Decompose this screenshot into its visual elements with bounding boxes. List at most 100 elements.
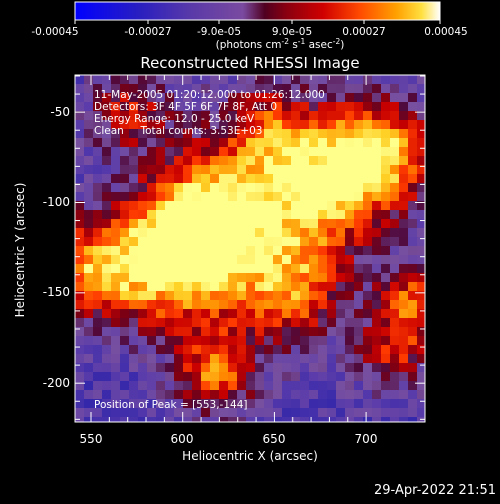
image-pixel [183,93,193,103]
image-pixel [93,111,103,121]
image-pixel [264,345,274,355]
image-pixel [120,372,130,382]
image-pixel [309,210,319,220]
image-pixel [237,201,247,211]
image-pixel [399,408,409,418]
image-pixel [255,183,265,193]
image-pixel [408,183,418,193]
image-pixel [282,156,292,166]
image-pixel [138,219,148,229]
image-pixel [183,201,193,211]
image-pixel [93,246,103,256]
image-pixel [111,408,121,418]
image-pixel [246,210,256,220]
image-pixel [138,327,148,337]
image-pixel [264,408,274,418]
image-pixel [372,129,382,139]
image-pixel [84,246,94,256]
image-pixel [399,228,409,238]
image-pixel [318,327,328,337]
image-pixel [363,228,373,238]
image-pixel [264,138,274,148]
image-pixel [363,264,373,274]
image-pixel [336,309,346,319]
image-pixel [93,336,103,346]
image-pixel [219,372,229,382]
image-pixel [291,192,301,202]
image-pixel [228,102,238,112]
image-pixel [381,84,391,94]
image-pixel [201,192,211,202]
image-pixel [111,345,121,355]
image-pixel [372,417,382,422]
image-pixel [192,129,202,139]
image-pixel [192,300,202,310]
image-pixel [399,282,409,292]
image-pixel [264,219,274,229]
image-pixel [327,138,337,148]
image-pixel [102,264,112,274]
image-pixel [381,174,391,184]
axis-ticks [75,75,425,422]
image-pixel [138,201,148,211]
image-pixel [363,120,373,130]
image-pixel [354,264,364,274]
image-pixel [120,75,130,85]
image-pixel [273,390,283,400]
image-pixel [273,210,283,220]
x-tick-label: 650 [263,432,286,446]
image-pixel [309,399,319,409]
y-tick-label: -100 [43,195,70,209]
image-pixel [417,246,425,256]
image-pixel [111,120,121,130]
image-pixel [120,336,130,346]
image-pixel [165,201,175,211]
image-pixel [291,201,301,211]
image-pixel [399,147,409,157]
image-pixel [228,255,238,265]
image-pixel [93,237,103,247]
image-pixel [291,282,301,292]
image-pixel [210,309,220,319]
image-pixel [219,399,229,409]
image-pixel [219,354,229,364]
image-pixel [300,120,310,130]
image-pixel [363,93,373,103]
image-pixel [318,273,328,283]
image-pixel [228,156,238,166]
image-pixel [228,408,238,418]
image-pixel [111,201,121,211]
colorbar-tick-label: -9.0e-05 [197,26,241,38]
image-pixel [273,228,283,238]
image-pixel [192,336,202,346]
image-pixel [264,291,274,301]
image-pixel [210,291,220,301]
colorbar-tick-label: 0.00027 [342,26,385,38]
image-pixel [381,219,391,229]
image-pixel [417,156,425,166]
image-pixel [264,102,274,112]
image-pixel [156,345,166,355]
image-pixel [201,273,211,283]
image-pixel [408,129,418,139]
image-pixel [210,408,220,418]
image-pixel [84,390,94,400]
y-axis-label: Heliocentric Y (arcsec) [13,183,27,318]
image-pixel [273,399,283,409]
image-pixel [192,210,202,220]
image-pixel [129,111,139,121]
image-pixel [372,264,382,274]
image-pixel [318,84,328,94]
image-pixel [372,408,382,418]
image-pixel [390,228,400,238]
image-pixel [165,192,175,202]
image-pixel [309,129,319,139]
image-pixel [408,120,418,130]
image-pixel [417,201,425,211]
image-pixel [354,273,364,283]
image-pixel [93,183,103,193]
image-pixel [210,129,220,139]
image-pixel [318,93,328,103]
image-pixel [354,111,364,121]
image-pixel [120,354,130,364]
